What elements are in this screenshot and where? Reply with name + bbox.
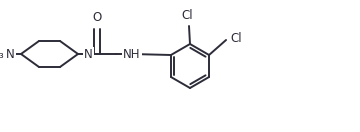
Text: Cl: Cl: [181, 9, 193, 22]
Text: O: O: [93, 11, 102, 24]
Text: N: N: [6, 48, 15, 60]
Text: Cl: Cl: [230, 32, 242, 44]
Text: N: N: [84, 48, 93, 60]
Text: CH₃: CH₃: [0, 48, 4, 60]
Text: NH: NH: [123, 48, 141, 60]
